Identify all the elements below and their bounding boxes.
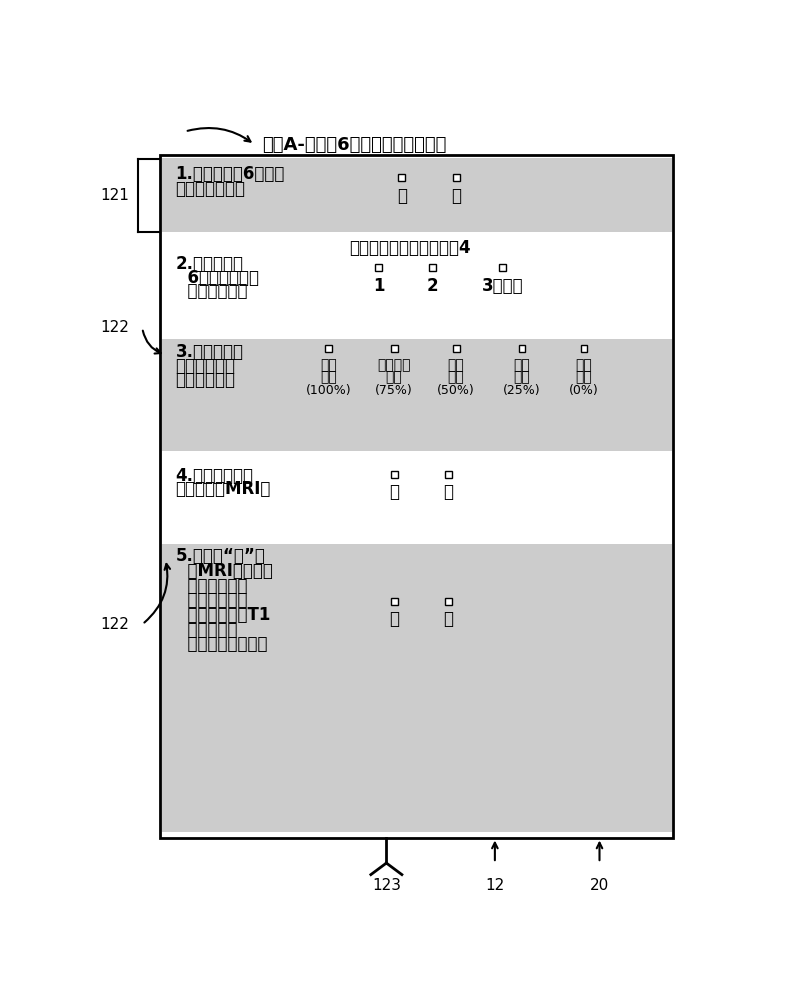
Text: 否: 否 xyxy=(443,610,453,628)
Bar xyxy=(162,339,672,451)
Text: 121: 121 xyxy=(100,188,129,203)
Text: 122: 122 xyxy=(100,320,129,335)
Text: 多少次复发？: 多少次复发？ xyxy=(175,282,247,300)
Text: 完全: 完全 xyxy=(320,358,336,372)
Text: 是: 是 xyxy=(389,610,399,628)
Bar xyxy=(453,174,460,181)
Text: 扩大的钓增强T1: 扩大的钓增强T1 xyxy=(175,606,270,624)
Bar xyxy=(445,471,452,478)
Text: 是: 是 xyxy=(397,187,407,205)
Text: 1.患者在过去6个月内: 1.患者在过去6个月内 xyxy=(175,165,285,183)
Text: 恢复: 恢复 xyxy=(386,370,402,384)
Bar xyxy=(499,264,506,271)
Text: （例如新的或: （例如新的或 xyxy=(175,591,247,609)
Text: 后的恢复情况: 后的恢复情况 xyxy=(175,371,236,389)
Text: 2: 2 xyxy=(427,277,438,295)
Text: 加权病变或: 加权病变或 xyxy=(175,620,237,639)
Text: 5.如果为“是”，: 5.如果为“是”， xyxy=(175,547,265,565)
Bar xyxy=(580,345,587,352)
Text: 则MRI是否指示: 则MRI是否指示 xyxy=(175,562,273,580)
Text: 恢复: 恢复 xyxy=(320,370,336,384)
Text: 4.过去六个月内: 4.过去六个月内 xyxy=(175,466,253,485)
Bar xyxy=(445,598,452,605)
Text: 轻微: 轻微 xyxy=(513,358,530,372)
Bar xyxy=(519,345,525,352)
Bar xyxy=(391,345,398,352)
Bar xyxy=(391,471,398,478)
Text: 否: 否 xyxy=(451,187,461,205)
Text: 2.患者在过去: 2.患者在过去 xyxy=(175,255,244,273)
Text: 部分A-在过去6个月内的复发和恢复: 部分A-在过去6个月内的复发和恢复 xyxy=(262,136,447,154)
Text: 经历任何复发？: 经历任何复发？ xyxy=(175,180,245,198)
Text: 123: 123 xyxy=(372,878,401,893)
Bar xyxy=(391,598,398,605)
Text: 否: 否 xyxy=(443,483,453,501)
Text: 如果为否，请进行到问题4: 如果为否，请进行到问题4 xyxy=(349,239,470,257)
Text: 3.请评价患者: 3.请评价患者 xyxy=(175,343,244,361)
Bar xyxy=(375,264,382,271)
Text: (50%): (50%) xyxy=(438,384,475,397)
Bar xyxy=(398,174,406,181)
Text: 12: 12 xyxy=(485,878,505,893)
Text: 3或更多: 3或更多 xyxy=(482,277,524,295)
Text: 增加的脑容量）？: 增加的脑容量）？ xyxy=(175,635,267,653)
Text: 恢复: 恢复 xyxy=(513,370,530,384)
Text: 是: 是 xyxy=(389,483,399,501)
Text: 接近完全: 接近完全 xyxy=(377,358,411,372)
Bar xyxy=(160,155,673,838)
Text: (75%): (75%) xyxy=(375,384,413,397)
Text: 恢复: 恢复 xyxy=(575,370,592,384)
Text: 部分: 部分 xyxy=(448,358,465,372)
Bar xyxy=(453,345,460,352)
Text: (100%): (100%) xyxy=(305,384,351,397)
Text: 6个月内经历了: 6个月内经历了 xyxy=(175,269,258,287)
Text: (0%): (0%) xyxy=(569,384,599,397)
Text: 20: 20 xyxy=(590,878,609,893)
Bar xyxy=(430,264,437,271)
Text: 恢复: 恢复 xyxy=(448,370,465,384)
Text: 1: 1 xyxy=(373,277,384,295)
Bar xyxy=(324,345,332,352)
Text: 最近一次复发: 最近一次复发 xyxy=(175,357,236,375)
Bar xyxy=(162,544,672,832)
Text: 没有: 没有 xyxy=(575,358,592,372)
Text: (25%): (25%) xyxy=(503,384,541,397)
Text: 新的活动迹象: 新的活动迹象 xyxy=(175,577,247,595)
Bar xyxy=(162,158,672,232)
Text: 是否执行过MRI？: 是否执行过MRI？ xyxy=(175,480,271,498)
Text: 122: 122 xyxy=(100,617,129,632)
